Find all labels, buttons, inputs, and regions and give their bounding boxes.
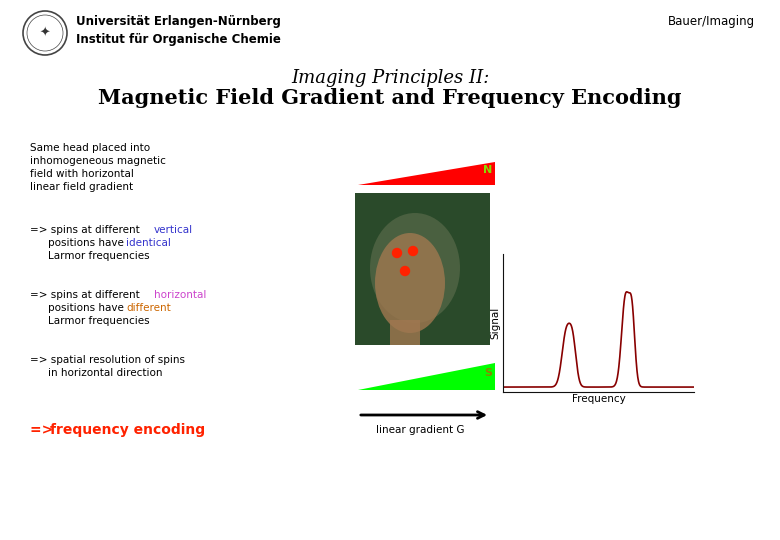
Circle shape (400, 267, 410, 275)
X-axis label: Frequency: Frequency (572, 394, 626, 404)
Circle shape (392, 248, 402, 258)
Bar (390, 320, 420, 345)
Text: Imaging Principles II:: Imaging Principles II: (291, 69, 489, 87)
Y-axis label: Signal: Signal (491, 307, 500, 339)
Text: positions have: positions have (48, 238, 127, 248)
Text: =>: => (30, 423, 58, 437)
Text: positions have: positions have (48, 303, 127, 313)
Text: field with horizontal: field with horizontal (30, 169, 134, 179)
Ellipse shape (370, 213, 460, 323)
Text: horizontal: horizontal (154, 290, 207, 300)
Polygon shape (358, 162, 495, 185)
Text: Institut für Organische Chemie: Institut für Organische Chemie (76, 33, 281, 46)
Text: => spatial resolution of spins: => spatial resolution of spins (30, 355, 185, 365)
Text: linear field gradient: linear field gradient (30, 182, 133, 192)
Text: in horizontal direction: in horizontal direction (48, 368, 162, 378)
Text: vertical: vertical (154, 225, 193, 235)
Text: => spins at different: => spins at different (30, 290, 143, 300)
Text: frequency encoding: frequency encoding (50, 423, 205, 437)
Text: Larmor frequencies: Larmor frequencies (48, 251, 150, 261)
Circle shape (409, 246, 417, 255)
Text: N: N (484, 165, 493, 175)
Text: ✦: ✦ (40, 26, 50, 39)
Text: Universität Erlangen-Nürnberg: Universität Erlangen-Nürnberg (76, 16, 281, 29)
Text: S: S (484, 368, 492, 378)
Polygon shape (358, 363, 495, 390)
Bar (355, 193, 490, 345)
Text: different: different (126, 303, 171, 313)
Text: Bauer/Imaging: Bauer/Imaging (668, 16, 755, 29)
Text: identical: identical (126, 238, 171, 248)
Text: Magnetic Field Gradient and Frequency Encoding: Magnetic Field Gradient and Frequency En… (98, 88, 682, 108)
Text: Larmor frequencies: Larmor frequencies (48, 316, 150, 326)
Ellipse shape (375, 233, 445, 333)
Text: Same head placed into: Same head placed into (30, 143, 150, 153)
Text: linear gradient G: linear gradient G (376, 425, 464, 435)
Text: inhomogeneous magnetic: inhomogeneous magnetic (30, 156, 166, 166)
Text: => spins at different: => spins at different (30, 225, 143, 235)
